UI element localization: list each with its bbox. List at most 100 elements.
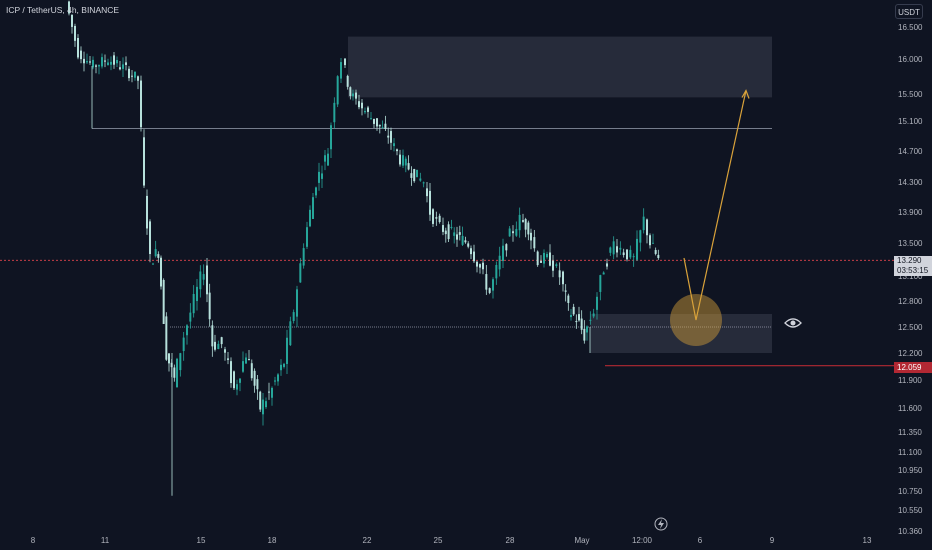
candle-body <box>393 143 395 147</box>
candle-body <box>344 58 346 66</box>
eye-icon[interactable] <box>784 316 802 330</box>
candle-body <box>376 118 378 127</box>
candle-body <box>461 235 464 245</box>
candle-body <box>160 257 162 287</box>
candle-body <box>458 232 461 235</box>
candle-body <box>277 374 279 382</box>
y-tick-label: 11.600 <box>898 404 922 413</box>
candle-body <box>429 190 431 215</box>
candle-body <box>515 228 518 236</box>
flash-icon[interactable] <box>654 517 668 531</box>
candle-body <box>98 65 100 67</box>
candle-body <box>283 363 285 367</box>
candle-body <box>358 101 360 108</box>
y-tick-label: 14.700 <box>898 147 923 156</box>
y-tick-label: 11.900 <box>898 376 922 385</box>
candle-body <box>407 163 410 170</box>
candle-body <box>352 93 354 97</box>
candle-body <box>444 230 447 235</box>
candle-body <box>101 57 103 67</box>
candle-body <box>137 76 139 81</box>
x-tick-label: 12:00 <box>632 536 653 545</box>
candle-body <box>168 353 170 364</box>
candle-body <box>543 252 545 264</box>
candle-body <box>199 271 202 290</box>
candle-body <box>71 14 73 27</box>
candle-body <box>495 264 498 279</box>
candle-body <box>361 102 363 109</box>
x-tick-label: 11 <box>101 536 110 545</box>
candle-body <box>616 246 618 253</box>
y-tick-label: 14.300 <box>898 178 923 187</box>
candle-body <box>227 358 229 360</box>
candle-body <box>470 248 472 255</box>
candle-body <box>558 270 561 278</box>
y-tick-label: 11.350 <box>898 428 922 437</box>
supply-zone <box>348 36 772 98</box>
candle-body <box>564 290 567 292</box>
x-tick-label: 8 <box>31 536 36 545</box>
candle-body <box>562 271 564 285</box>
candle-body <box>128 68 130 79</box>
y-tick-label: 11.100 <box>898 448 922 457</box>
candle-body <box>289 321 292 346</box>
candle-body <box>629 249 632 258</box>
candle-body <box>131 75 133 77</box>
y-tick-label: 10.950 <box>898 466 923 475</box>
candle-body <box>107 62 109 65</box>
candle-body <box>125 62 127 65</box>
candle-body <box>476 261 478 267</box>
candle-body <box>575 321 578 323</box>
candle-body <box>652 242 654 244</box>
candle-body <box>196 286 198 302</box>
candle-body <box>80 50 82 60</box>
candle-body <box>447 224 450 240</box>
zones <box>348 36 772 353</box>
candle-body <box>134 71 136 78</box>
candle-body <box>524 219 527 230</box>
candle-body <box>245 357 247 364</box>
candle-body <box>113 55 115 65</box>
candle-body <box>192 293 195 314</box>
candle-body <box>450 226 453 228</box>
candle-body <box>202 274 205 280</box>
x-tick-label: 9 <box>770 536 775 545</box>
candle-body <box>636 238 638 260</box>
candle-body <box>340 62 342 79</box>
projection <box>670 89 750 346</box>
candle-body <box>464 240 467 243</box>
candle-body <box>384 123 387 129</box>
candle-body <box>404 158 407 166</box>
y-tick-label: 15.500 <box>898 90 923 99</box>
candle-body <box>315 187 317 196</box>
candle-body <box>473 251 475 262</box>
candle-body <box>552 260 554 271</box>
candle-body <box>143 137 145 186</box>
candle-body <box>312 197 314 219</box>
candle-body <box>654 250 657 254</box>
candle-body <box>572 306 575 315</box>
candle-body <box>586 326 588 333</box>
candle-body <box>140 80 142 128</box>
candle-body <box>92 59 94 68</box>
candle-body <box>467 243 470 247</box>
candle-body <box>119 67 121 70</box>
candle-body <box>442 225 444 232</box>
candle-body <box>152 263 154 265</box>
currency-button[interactable]: USDT <box>895 4 923 19</box>
candle-body <box>95 65 97 67</box>
candle-body <box>518 214 521 231</box>
candle-body <box>327 153 329 166</box>
candle-body <box>271 387 273 398</box>
candle-body <box>77 37 79 58</box>
candle-body <box>89 61 91 63</box>
candle-body <box>646 219 648 236</box>
level-price-tag: 12.059 <box>894 362 932 373</box>
x-tick-label: 18 <box>268 536 277 545</box>
candle-body <box>479 264 481 268</box>
candle-body <box>599 275 602 292</box>
projection-arrowhead <box>741 89 750 99</box>
y-tick-label: 16.500 <box>898 23 923 32</box>
candle-body <box>299 263 302 283</box>
